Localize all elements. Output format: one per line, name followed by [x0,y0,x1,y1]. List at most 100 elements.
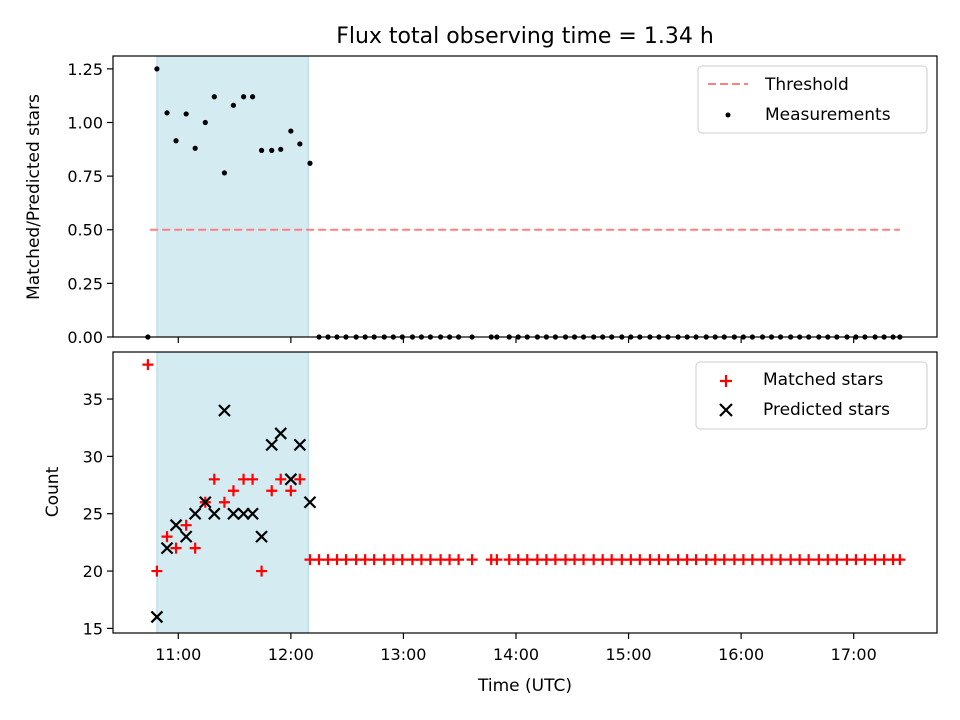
bottom-plot-frame [112,351,938,634]
predicted-star-marker [218,404,231,417]
y-tick-label: 0.00 [67,328,103,347]
predicted-star-marker [169,518,183,532]
y-tick-label: 1.00 [67,113,103,132]
top-plot-frame [112,55,938,338]
y-tick-label: 0.50 [67,221,103,240]
matched-star-marker [453,554,465,566]
matched-star-marker [170,542,182,554]
matched-star-marker [227,485,239,497]
matched-star-marker [275,473,287,485]
top-legend: Threshold Measurements [697,65,928,134]
x-tick-label: 16:00 [718,645,764,664]
y-tick-label: 0.75 [67,167,103,186]
chart-title: Flux total observing time = 1.34 h [336,24,714,49]
bottom-y-ticks: 15 20 25 30 35 [83,390,113,638]
measurement-point [202,119,208,126]
measurement-point [221,170,228,176]
threshold-legend-label: Threshold [764,75,849,95]
predicted-star-marker [303,495,317,509]
matched-star-marker [266,485,278,497]
matched-star-marker [180,519,192,531]
measurement-point [297,141,303,147]
y-tick-label: 15 [83,619,103,638]
matched-star-marker [424,554,436,566]
measurement-point [192,145,198,151]
matched-star-marker [340,554,352,566]
x-tick-label: 12:00 [268,645,314,664]
matched-star-marker [894,554,906,566]
predicted-star-marker [199,495,212,509]
measurement-point [164,110,170,116]
x-tick-label: 17:00 [831,645,877,664]
measurement-point [258,147,265,153]
measurements-legend-label: Measurements [765,105,891,125]
bottom-legend: Matched stars Predicted stars [695,361,928,430]
bottom-axes: 15 20 25 30 35 11:00 12:00 13:00 14:00 15:00 16:0… [43,351,938,696]
x-tick-label: 13:00 [380,645,426,664]
bottom-legend-box [695,361,928,430]
matched-legend-label: Matched stars [763,370,883,390]
predicted-legend-label: Predicted stars [763,400,890,420]
measurement-point [278,146,284,152]
measurement-point [211,94,217,100]
top-axes: 0.00 0.25 0.50 0.75 1.00 1.25 Matched/Predict… [24,55,938,347]
measurement-point [288,128,294,134]
matched-star-marker [578,554,590,566]
matched-star-marker [208,473,220,485]
y-tick-label: 25 [83,505,103,524]
matched-star-marker [718,554,730,566]
y-tick-label: 0.25 [67,274,103,293]
matched-star-marker [662,554,674,566]
matched-legend-swatch [720,375,732,387]
x-tick-label: 11:00 [155,645,201,664]
predicted-star-marker [160,541,174,555]
predicted-star-marker [237,507,250,520]
bottom-x-ticks: 11:00 12:00 13:00 14:00 15:00 16:00 17:00 [155,633,877,664]
predicted-star-marker [208,507,221,520]
measurement-point [183,111,189,117]
matched-star-marker [396,554,408,566]
x-tick-label: 14:00 [493,645,539,664]
predicted-star-marker [179,530,193,543]
predicted-star-marker [274,427,288,440]
matched-star-marker [142,359,154,371]
matched-star-marker [775,554,787,566]
y-tick-label: 30 [83,447,103,466]
measurement-point [307,160,313,166]
top-x-ticks [177,337,855,343]
matched-star-marker [606,554,618,566]
y-tick-label: 20 [83,562,103,581]
matched-star-marker [466,554,478,566]
predicted-star-marker [293,438,307,452]
matched-star-marker [294,473,306,485]
bottom-y-axis-label: Count [43,466,63,517]
matched-star-marker [634,554,646,566]
top-legend-box [697,65,928,134]
matched-star-marker [285,485,297,497]
matched-star-marker [690,554,702,566]
predicted-star-marker [265,438,278,452]
top-y-axis-label: Matched/Predicted stars [24,94,44,300]
measurement-point [269,147,275,153]
matched-star-marker [746,554,758,566]
measurement-point [154,66,160,72]
measurement-point [240,94,247,100]
y-tick-label: 35 [83,390,103,409]
matched-star-marker [218,496,230,508]
matched-star-marker [189,542,201,554]
x-tick-label: 15:00 [606,645,652,664]
measurement-point [230,102,237,108]
matched-star-marker [549,554,561,566]
matched-star-marker [859,554,871,566]
x-axis-label: Time (UTC) [477,676,572,696]
matched-star-marker [256,565,268,577]
predicted-legend-swatch [719,403,733,417]
predicted-star-marker [284,473,298,486]
matched-star-marker [151,565,163,577]
matched-star-marker [368,554,380,566]
y-tick-label: 1.25 [67,60,103,79]
predicted-star-marker [246,507,259,520]
predicted-star-marker [150,610,164,624]
top-y-ticks: 0.00 0.25 0.50 0.75 1.00 1.25 [67,60,113,347]
